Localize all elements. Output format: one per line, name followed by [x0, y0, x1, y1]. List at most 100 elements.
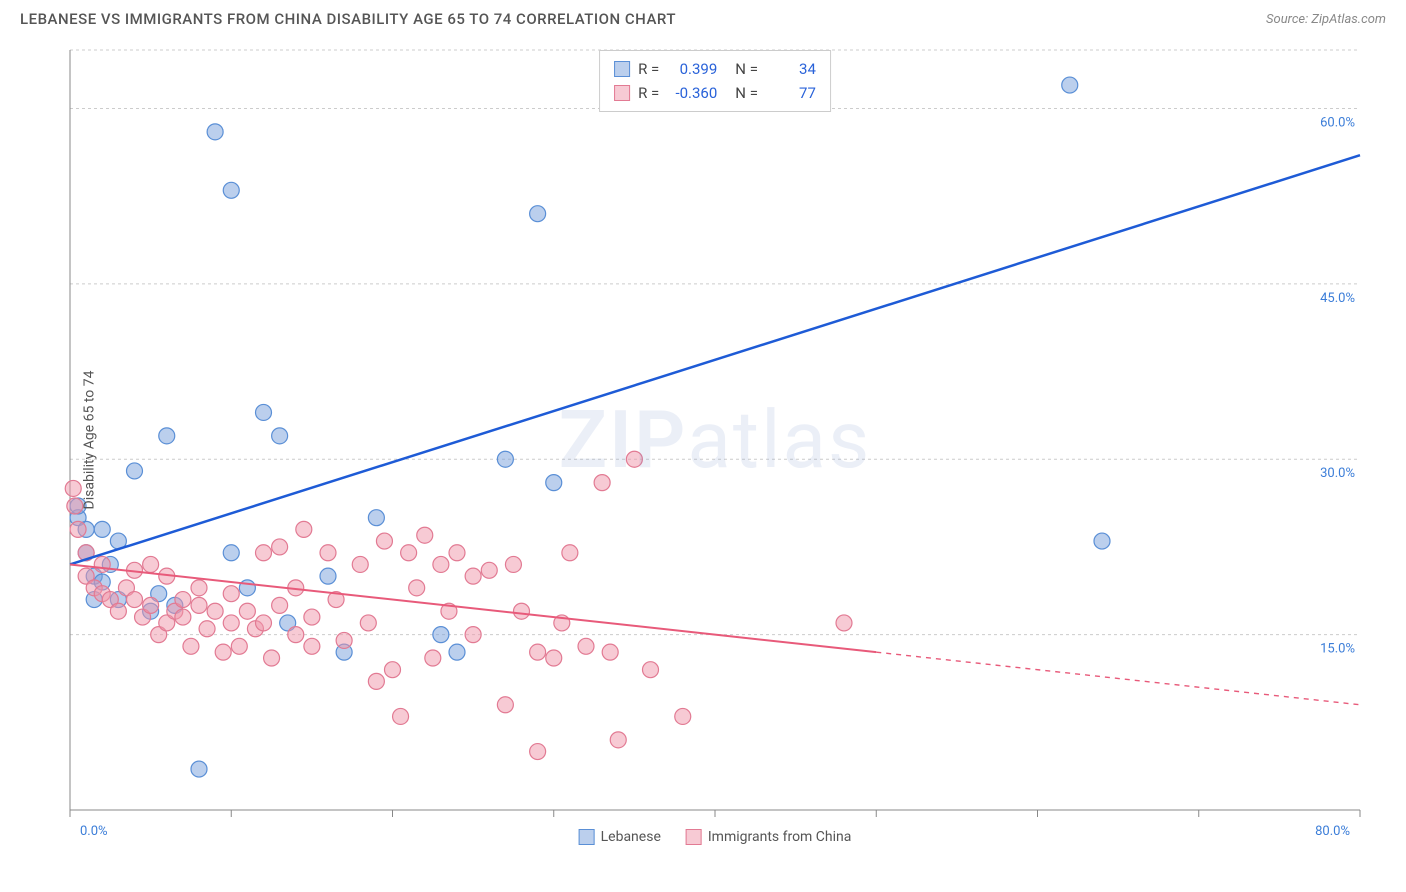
- data-point: [546, 475, 562, 491]
- data-point: [320, 545, 336, 561]
- stats-row: R = -0.360 N = 77: [614, 81, 816, 105]
- data-point: [368, 673, 384, 689]
- data-point: [530, 744, 546, 760]
- data-point: [481, 562, 497, 578]
- data-point: [272, 597, 288, 613]
- r-label: R =: [638, 57, 659, 81]
- y-tick-label: 45.0%: [1320, 291, 1355, 306]
- data-point: [320, 568, 336, 584]
- data-point: [207, 124, 223, 140]
- data-point: [530, 644, 546, 660]
- data-point: [465, 568, 481, 584]
- data-point: [304, 638, 320, 654]
- data-point: [497, 451, 513, 467]
- stats-box: R = 0.399 N = 34 R = -0.360 N = 77: [599, 50, 831, 112]
- data-point: [256, 545, 272, 561]
- trend-line: [70, 155, 1360, 564]
- data-point: [409, 580, 425, 596]
- data-point: [231, 638, 247, 654]
- data-point: [643, 662, 659, 678]
- chart-container: Disability Age 65 to 74 ZIPatlas R =0.39…: [50, 40, 1380, 840]
- data-point: [425, 650, 441, 666]
- y-tick-label: 30.0%: [1320, 466, 1355, 481]
- data-point: [272, 428, 288, 444]
- legend-swatch: [686, 829, 702, 845]
- data-point: [385, 662, 401, 678]
- data-point: [67, 498, 83, 514]
- data-point: [433, 627, 449, 643]
- data-point: [417, 527, 433, 543]
- data-point: [401, 545, 417, 561]
- data-point: [336, 632, 352, 648]
- data-point: [175, 609, 191, 625]
- data-point: [368, 510, 384, 526]
- r-value: 0.399: [667, 57, 717, 81]
- data-point: [296, 521, 312, 537]
- data-point: [256, 404, 272, 420]
- data-point: [223, 586, 239, 602]
- legend-label: Immigrants from China: [708, 829, 852, 845]
- data-point: [578, 638, 594, 654]
- legend-label: Lebanese: [601, 829, 661, 845]
- data-point: [207, 603, 223, 619]
- y-axis-label: Disability Age 65 to 74: [81, 371, 97, 510]
- data-point: [223, 182, 239, 198]
- data-point: [127, 592, 143, 608]
- data-point: [272, 539, 288, 555]
- data-point: [505, 556, 521, 572]
- data-point: [497, 697, 513, 713]
- stats-row: R = 0.399 N = 34: [614, 57, 816, 81]
- data-point: [94, 521, 110, 537]
- data-point: [256, 615, 272, 631]
- data-point: [191, 580, 207, 596]
- n-label: N =: [735, 81, 758, 105]
- data-point: [199, 621, 215, 637]
- data-point: [143, 597, 159, 613]
- data-point: [239, 603, 255, 619]
- data-point: [546, 650, 562, 666]
- x-tick-label: 0.0%: [80, 824, 108, 839]
- source-label: Source: ZipAtlas.com: [1266, 12, 1386, 27]
- data-point: [175, 592, 191, 608]
- data-point: [594, 475, 610, 491]
- data-point: [836, 615, 852, 631]
- data-point: [127, 463, 143, 479]
- data-point: [530, 206, 546, 222]
- legend-item: Lebanese: [579, 829, 661, 845]
- n-label: N =: [735, 57, 758, 81]
- data-point: [223, 615, 239, 631]
- series-swatch: [614, 61, 630, 77]
- data-point: [602, 644, 618, 660]
- data-point: [159, 428, 175, 444]
- data-point: [465, 627, 481, 643]
- data-point: [562, 545, 578, 561]
- r-label: R =: [638, 81, 659, 105]
- data-point: [183, 638, 199, 654]
- bottom-legend: Lebanese Immigrants from China: [579, 829, 852, 845]
- x-tick-label: 80.0%: [1315, 824, 1350, 839]
- trend-line-dashed: [876, 652, 1360, 705]
- data-point: [264, 650, 280, 666]
- data-point: [352, 556, 368, 572]
- legend-item: Immigrants from China: [686, 829, 852, 845]
- n-value: 77: [766, 81, 816, 105]
- n-value: 34: [766, 57, 816, 81]
- legend-swatch: [579, 829, 595, 845]
- data-point: [1062, 77, 1078, 93]
- data-point: [514, 603, 530, 619]
- data-point: [288, 627, 304, 643]
- data-point: [360, 615, 376, 631]
- data-point: [143, 556, 159, 572]
- data-point: [1094, 533, 1110, 549]
- data-point: [376, 533, 392, 549]
- data-point: [433, 556, 449, 572]
- data-point: [675, 708, 691, 724]
- data-point: [610, 732, 626, 748]
- data-point: [626, 451, 642, 467]
- data-point: [94, 556, 110, 572]
- data-point: [110, 603, 126, 619]
- y-tick-label: 60.0%: [1320, 115, 1355, 130]
- r-value: -0.360: [667, 81, 717, 105]
- data-point: [191, 597, 207, 613]
- y-tick-label: 15.0%: [1320, 642, 1355, 657]
